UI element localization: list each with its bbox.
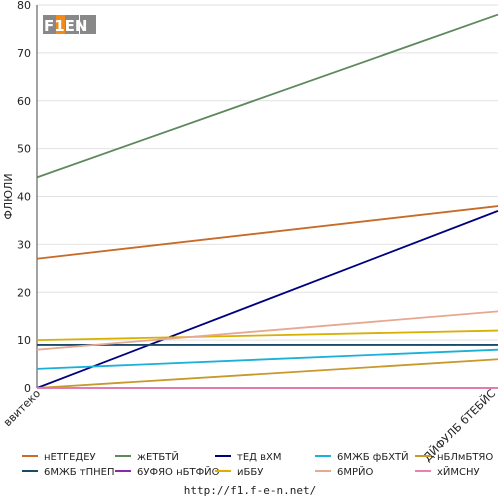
legend-item: 6УФЯО нБТФЙО <box>115 465 220 478</box>
legend-item: хЙМСНУ <box>415 465 480 478</box>
series-lines <box>36 13 499 389</box>
x-tick-label: ввитеко <box>1 387 43 429</box>
svg-text:F1EN: F1EN <box>44 17 87 35</box>
legend-item: 6МЖБ тПНЕП <box>22 467 115 478</box>
legend-item: нЕТГЕДЕУ <box>22 452 96 463</box>
legend-item: иББУ <box>215 467 263 478</box>
legend-label: 6УФЯО нБТФЙО <box>137 465 220 478</box>
y-tick-label: 20 <box>17 286 31 299</box>
legend-label: нЕТГЕДЕУ <box>44 452 96 463</box>
legend-item: 6МЖБ фБХТЙ <box>315 450 409 463</box>
legend-label: 6МЖБ тПНЕП <box>44 467 115 478</box>
series-line <box>36 205 499 260</box>
legend-label: иББУ <box>237 467 263 478</box>
legend-item: тЕД вХМ <box>215 452 282 463</box>
legend-label: хЙМСНУ <box>437 465 480 478</box>
series-line <box>36 310 499 351</box>
series-line <box>36 348 499 370</box>
y-axis-ticks: 0 10 20 30 40 50 60 70 80 <box>17 0 31 395</box>
series-line <box>36 358 499 389</box>
y-tick-label: 0 <box>24 382 31 395</box>
legend-label: жЕТБТЙ <box>137 450 179 463</box>
y-tick-label: 80 <box>17 0 31 12</box>
legend-item: нБЛмБТЯО <box>415 452 493 463</box>
grid-lines <box>37 4 498 389</box>
y-tick-label: 10 <box>17 334 31 347</box>
legend-label: 6МРЙО <box>337 465 374 478</box>
y-tick-label: 40 <box>17 191 31 204</box>
legend-label: 6МЖБ фБХТЙ <box>337 450 409 463</box>
legend-item: 6МРЙО <box>315 465 374 478</box>
series-line <box>36 329 499 342</box>
y-tick-label: 50 <box>17 143 31 156</box>
f1en-logo: F1EN <box>40 12 98 36</box>
series-line <box>36 210 499 389</box>
series-line <box>36 13 499 179</box>
y-tick-label: 30 <box>17 238 31 251</box>
legend: нЕТГЕДЕУ жЕТБТЙ тЕД вХМ 6МЖБ фБХТЙ нБЛмБТЯО 6… <box>22 450 493 478</box>
y-tick-label: 70 <box>17 47 31 60</box>
legend-label: тЕД вХМ <box>237 452 282 463</box>
y-axis-label: ФЛЮЛИ <box>2 173 15 219</box>
legend-item: жЕТБТЙ <box>115 450 179 463</box>
footer-url: http://f1.f-e-n.net/ <box>183 484 317 497</box>
legend-label: нБЛмБТЯО <box>437 452 493 463</box>
y-tick-label: 60 <box>17 95 31 108</box>
